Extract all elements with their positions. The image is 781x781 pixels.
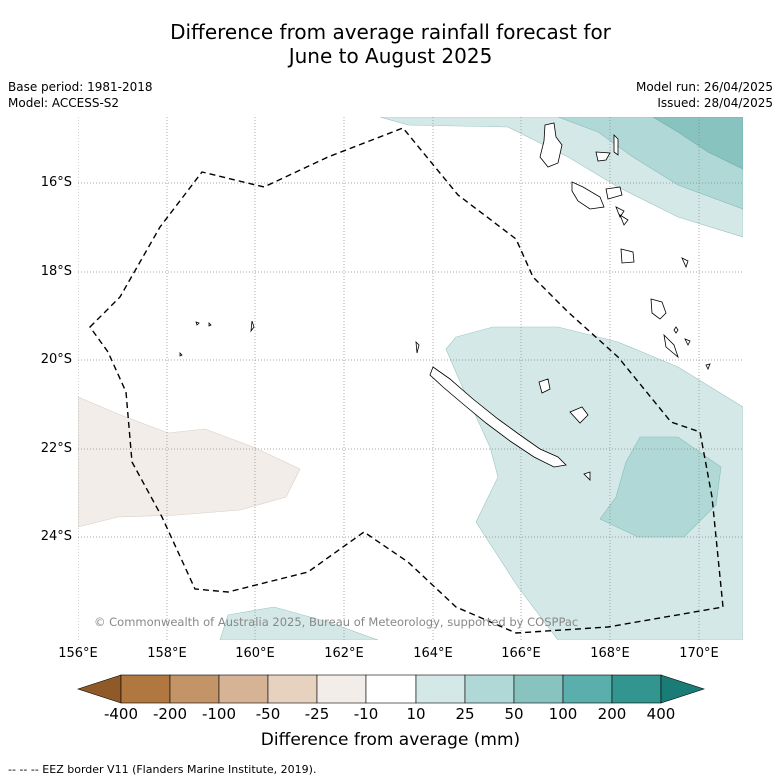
lon-tick-166e: 166°E xyxy=(501,646,541,661)
colorbar-label-minus-10: -10 xyxy=(353,705,379,723)
island-chesterfield-3 xyxy=(195,321,200,326)
lon-tick-170e: 170°E xyxy=(679,646,719,661)
anomaly-50-100-northeast xyxy=(652,117,743,170)
lat-tick-16s: 16°S xyxy=(40,175,72,190)
lon-tick-156e: 156°E xyxy=(58,646,98,661)
island-espiritu-santo xyxy=(539,122,563,168)
colorbar-label-200: 200 xyxy=(597,705,627,723)
island-erromango xyxy=(620,248,635,264)
island-isle-of-pines xyxy=(415,340,420,354)
lon-tick-168e: 168°E xyxy=(590,646,630,661)
colorbar-extend-low xyxy=(77,674,122,704)
colorbar-bin-10 xyxy=(562,674,613,704)
meta-left: Base period: 1981-2018 Model: ACCESS-S2 xyxy=(8,79,153,111)
colorbar-bin-8 xyxy=(464,674,515,704)
colorbar xyxy=(77,674,705,704)
title-line-1: Difference from average rainfall forecas… xyxy=(170,20,611,44)
lon-tick-162e: 162°E xyxy=(324,646,364,661)
lon-tick-164e: 164°E xyxy=(413,646,453,661)
colorbar-bin-1 xyxy=(120,674,171,704)
island-chesterfield-2 xyxy=(681,257,689,269)
colorbar-label-100: 100 xyxy=(548,705,578,723)
island-ambrym xyxy=(605,186,623,200)
island-aneityum xyxy=(663,333,679,359)
colorbar-label-400: 400 xyxy=(646,705,676,723)
colorbar-bin-3 xyxy=(218,674,269,704)
model-name: Model: ACCESS-S2 xyxy=(8,96,120,110)
eez-footnote: -- -- -- EEZ border V11 (Flanders Marine… xyxy=(8,763,317,776)
island-malekula xyxy=(571,181,605,210)
copyright-watermark: © Commonwealth of Australia 2025, Bureau… xyxy=(94,615,578,629)
colorbar-bin-7 xyxy=(415,674,466,704)
lon-tick-160e: 160°E xyxy=(235,646,275,661)
issued-date: Issued: 28/04/2025 xyxy=(657,96,773,110)
colorbar-label-minus-100: -100 xyxy=(201,705,237,723)
island-loyalty-ouvéa xyxy=(583,471,591,481)
island-tanna xyxy=(650,298,667,320)
colorbar-bin-9 xyxy=(513,674,564,704)
island-chesterfield-1 xyxy=(250,320,255,333)
island-efate xyxy=(619,214,629,226)
colorbar-extend-high xyxy=(660,674,705,704)
colorbar-bin-4 xyxy=(267,674,318,704)
colorbar-label-minus-400: -400 xyxy=(103,705,139,723)
island-epi xyxy=(615,206,625,218)
island-islet-1 xyxy=(673,326,679,334)
island-pentecost xyxy=(613,134,619,156)
map-title: Difference from average rainfall forecas… xyxy=(0,20,781,68)
colorbar-bin-11 xyxy=(611,674,662,704)
island-new-caledonia xyxy=(429,366,567,468)
island-chesterfield-5 xyxy=(179,352,183,357)
lat-tick-20s: 20°S xyxy=(40,352,72,367)
colorbar-bin-5 xyxy=(316,674,367,704)
meta-right: Model run: 26/04/2025 Issued: 28/04/2025 xyxy=(636,79,773,111)
colorbar-label-50: 50 xyxy=(504,705,524,723)
eez-border xyxy=(89,127,724,634)
island-islet-2 xyxy=(684,338,691,346)
anomaly-10-25-south xyxy=(219,606,379,640)
colorbar-label-minus-50: -50 xyxy=(255,705,281,723)
rainfall-map: © Commonwealth of Australia 2025, Bureau… xyxy=(78,117,743,640)
island-maewo xyxy=(595,151,611,162)
island-loyalty-lifou xyxy=(538,378,551,394)
colorbar-bin-2 xyxy=(169,674,220,704)
land-outlines xyxy=(179,122,711,481)
colorbar-label-10: 10 xyxy=(406,705,426,723)
anomaly-minus-10-25-west xyxy=(78,396,301,528)
island-islet-3 xyxy=(705,363,711,370)
title-line-2: June to August 2025 xyxy=(288,44,493,68)
island-chesterfield-4 xyxy=(208,322,212,327)
colorbar-label-minus-200: -200 xyxy=(152,705,188,723)
gridlines xyxy=(78,117,743,640)
lat-tick-18s: 18°S xyxy=(40,264,72,279)
island-loyalty-maré xyxy=(569,406,589,424)
lat-tick-24s: 24°S xyxy=(40,529,72,544)
base-period: Base period: 1981-2018 xyxy=(8,80,153,94)
lon-tick-158e: 158°E xyxy=(147,646,187,661)
colorbar-label-minus-25: -25 xyxy=(304,705,330,723)
colorbar-label-25: 25 xyxy=(455,705,475,723)
model-run: Model run: 26/04/2025 xyxy=(635,80,773,94)
colorbar-bin-6 xyxy=(365,674,417,704)
lat-tick-22s: 22°S xyxy=(40,441,72,456)
colorbar-title: Difference from average (mm) xyxy=(260,730,521,750)
